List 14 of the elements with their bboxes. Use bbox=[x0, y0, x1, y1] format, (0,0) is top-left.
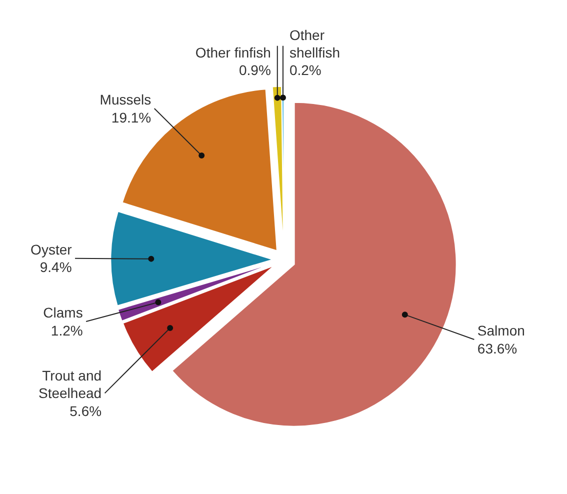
data-label: 1.2% bbox=[50, 322, 83, 338]
slice-label: Oyster bbox=[30, 242, 72, 258]
data-label: 63.6% bbox=[477, 340, 518, 356]
slice-label: Trout and Steelhead bbox=[38, 368, 102, 402]
data-label: 5.6% bbox=[70, 402, 102, 419]
data-label: 0.2% bbox=[289, 62, 322, 78]
slice-label: Clams bbox=[43, 304, 83, 321]
slice-label: Mussels bbox=[100, 92, 152, 108]
data-label: 9.4% bbox=[40, 259, 72, 276]
data-label: 19.1% bbox=[111, 109, 152, 126]
data-label: 0.9% bbox=[238, 62, 271, 78]
slice-label: Other finfish bbox=[195, 44, 271, 61]
slice-label: Other shellfish bbox=[289, 27, 340, 61]
slice-label: Salmon bbox=[477, 322, 525, 339]
